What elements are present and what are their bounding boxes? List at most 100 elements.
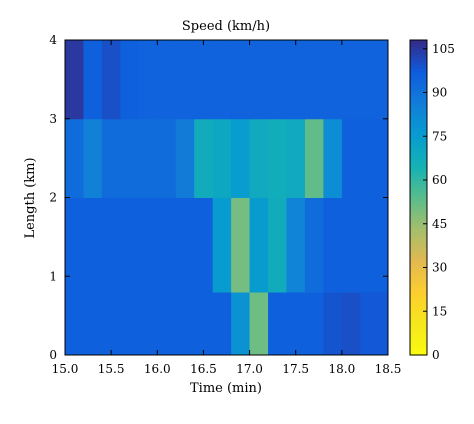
colorbar-tick-label: 15 xyxy=(432,304,447,318)
colorbar-tick-label: 45 xyxy=(432,217,447,231)
heatmap-cell xyxy=(101,292,121,356)
heatmap-cell xyxy=(120,197,140,293)
colorbar-segment xyxy=(410,229,427,234)
colorbar-segment xyxy=(410,309,427,314)
colorbar-frame xyxy=(409,39,428,356)
y-tick-label: 2 xyxy=(49,191,57,205)
colorbar-segment xyxy=(410,92,427,97)
colorbar-segment xyxy=(410,236,427,241)
colorbar-segment xyxy=(410,169,427,174)
heatmap-cell xyxy=(175,292,195,356)
heatmap-cell xyxy=(138,40,158,120)
colorbar-segment xyxy=(410,85,427,90)
colorbar-segment xyxy=(410,257,427,262)
heatmap-cell xyxy=(231,292,251,356)
colorbar-segment xyxy=(410,166,427,171)
colorbar-segment xyxy=(410,337,427,342)
heatmap-cell xyxy=(65,118,84,198)
colorbar-segment xyxy=(410,288,427,293)
colorbar-segment xyxy=(410,250,427,255)
heatmap-cell xyxy=(323,40,343,120)
x-tick-label: 16.5 xyxy=(190,362,217,376)
colorbar-segment xyxy=(410,260,427,265)
y-axis-label: Length (km) xyxy=(23,157,38,238)
heatmap-cell xyxy=(65,40,84,120)
colorbar xyxy=(410,40,427,356)
colorbar-segment xyxy=(410,57,427,62)
y-tick-label: 0 xyxy=(49,348,57,362)
colorbar-segment xyxy=(410,253,427,258)
colorbar-segment xyxy=(410,68,427,73)
colorbar-segment xyxy=(410,302,427,307)
heatmap-cell xyxy=(101,118,121,198)
colorbar-segment xyxy=(410,162,427,167)
heatmap-cell xyxy=(120,118,140,198)
colorbar-segment xyxy=(410,124,427,129)
heatmap-cell xyxy=(157,40,177,120)
y-tick-label: 1 xyxy=(49,269,57,283)
heatmap-cell xyxy=(286,197,306,293)
heatmap-cell xyxy=(268,197,287,293)
colorbar-segment xyxy=(410,190,427,195)
heatmap-cell xyxy=(231,40,251,120)
heatmap-cell xyxy=(304,118,324,198)
colorbar-segment xyxy=(410,110,427,115)
colorbar-tick-label: 90 xyxy=(432,86,447,100)
heatmap-cell xyxy=(341,118,361,198)
colorbar-segment xyxy=(410,327,427,332)
heatmap-cell xyxy=(341,292,361,356)
heatmap-cell xyxy=(323,118,343,198)
colorbar-segment xyxy=(410,239,427,244)
y-tick-label: 4 xyxy=(49,33,57,47)
heatmap-cell xyxy=(341,197,361,293)
colorbar-segment xyxy=(410,159,427,164)
colorbar-segment xyxy=(410,313,427,318)
colorbar-segment xyxy=(410,218,427,223)
colorbar-segment xyxy=(410,71,427,76)
heatmap-cell xyxy=(212,197,232,293)
heatmap-cell xyxy=(101,40,121,120)
heatmap-cell xyxy=(138,292,158,356)
colorbar-segment xyxy=(410,208,427,213)
heatmap-cell xyxy=(304,292,324,356)
heatmap-cell xyxy=(286,118,306,198)
colorbar-segment xyxy=(410,348,427,353)
colorbar-segment xyxy=(410,222,427,227)
colorbar-segment xyxy=(410,113,427,118)
colorbar-ticks: 0 15 30 45 60 75 90 105 xyxy=(423,42,455,362)
heatmap-cell xyxy=(286,40,306,120)
heatmap-cell xyxy=(83,118,103,198)
heatmap-cell xyxy=(323,197,343,293)
heatmap-cell xyxy=(268,292,287,356)
colorbar-segment xyxy=(410,131,427,136)
heatmap-cell xyxy=(212,118,232,198)
x-tick-label: 15.5 xyxy=(98,362,125,376)
heatmap-cell xyxy=(360,197,389,293)
heatmap-cells xyxy=(65,40,389,356)
colorbar-segment xyxy=(410,82,427,87)
heatmap-cell xyxy=(194,118,214,198)
colorbar-tick-label: 0 xyxy=(432,348,440,362)
heatmap-cell xyxy=(65,197,84,293)
colorbar-segment xyxy=(410,148,427,153)
heatmap-cell xyxy=(304,40,324,120)
colorbar-segment xyxy=(410,323,427,328)
colorbar-segment xyxy=(410,64,427,69)
colorbar-segment xyxy=(410,117,427,122)
colorbar-segment xyxy=(410,271,427,276)
heatmap-cell xyxy=(341,40,361,120)
heatmap-cell xyxy=(323,292,343,356)
colorbar-segment xyxy=(410,201,427,206)
colorbar-segment xyxy=(410,183,427,188)
heatmap-cell xyxy=(175,40,195,120)
colorbar-segment xyxy=(410,187,427,192)
colorbar-segment xyxy=(410,204,427,209)
heatmap-cell xyxy=(83,40,103,120)
heatmap-cell xyxy=(268,40,287,120)
colorbar-segment xyxy=(410,40,427,45)
colorbar-segment xyxy=(410,320,427,325)
x-tick-label: 18.0 xyxy=(328,362,355,376)
colorbar-segment xyxy=(410,43,427,48)
heatmap-cell xyxy=(120,292,140,356)
